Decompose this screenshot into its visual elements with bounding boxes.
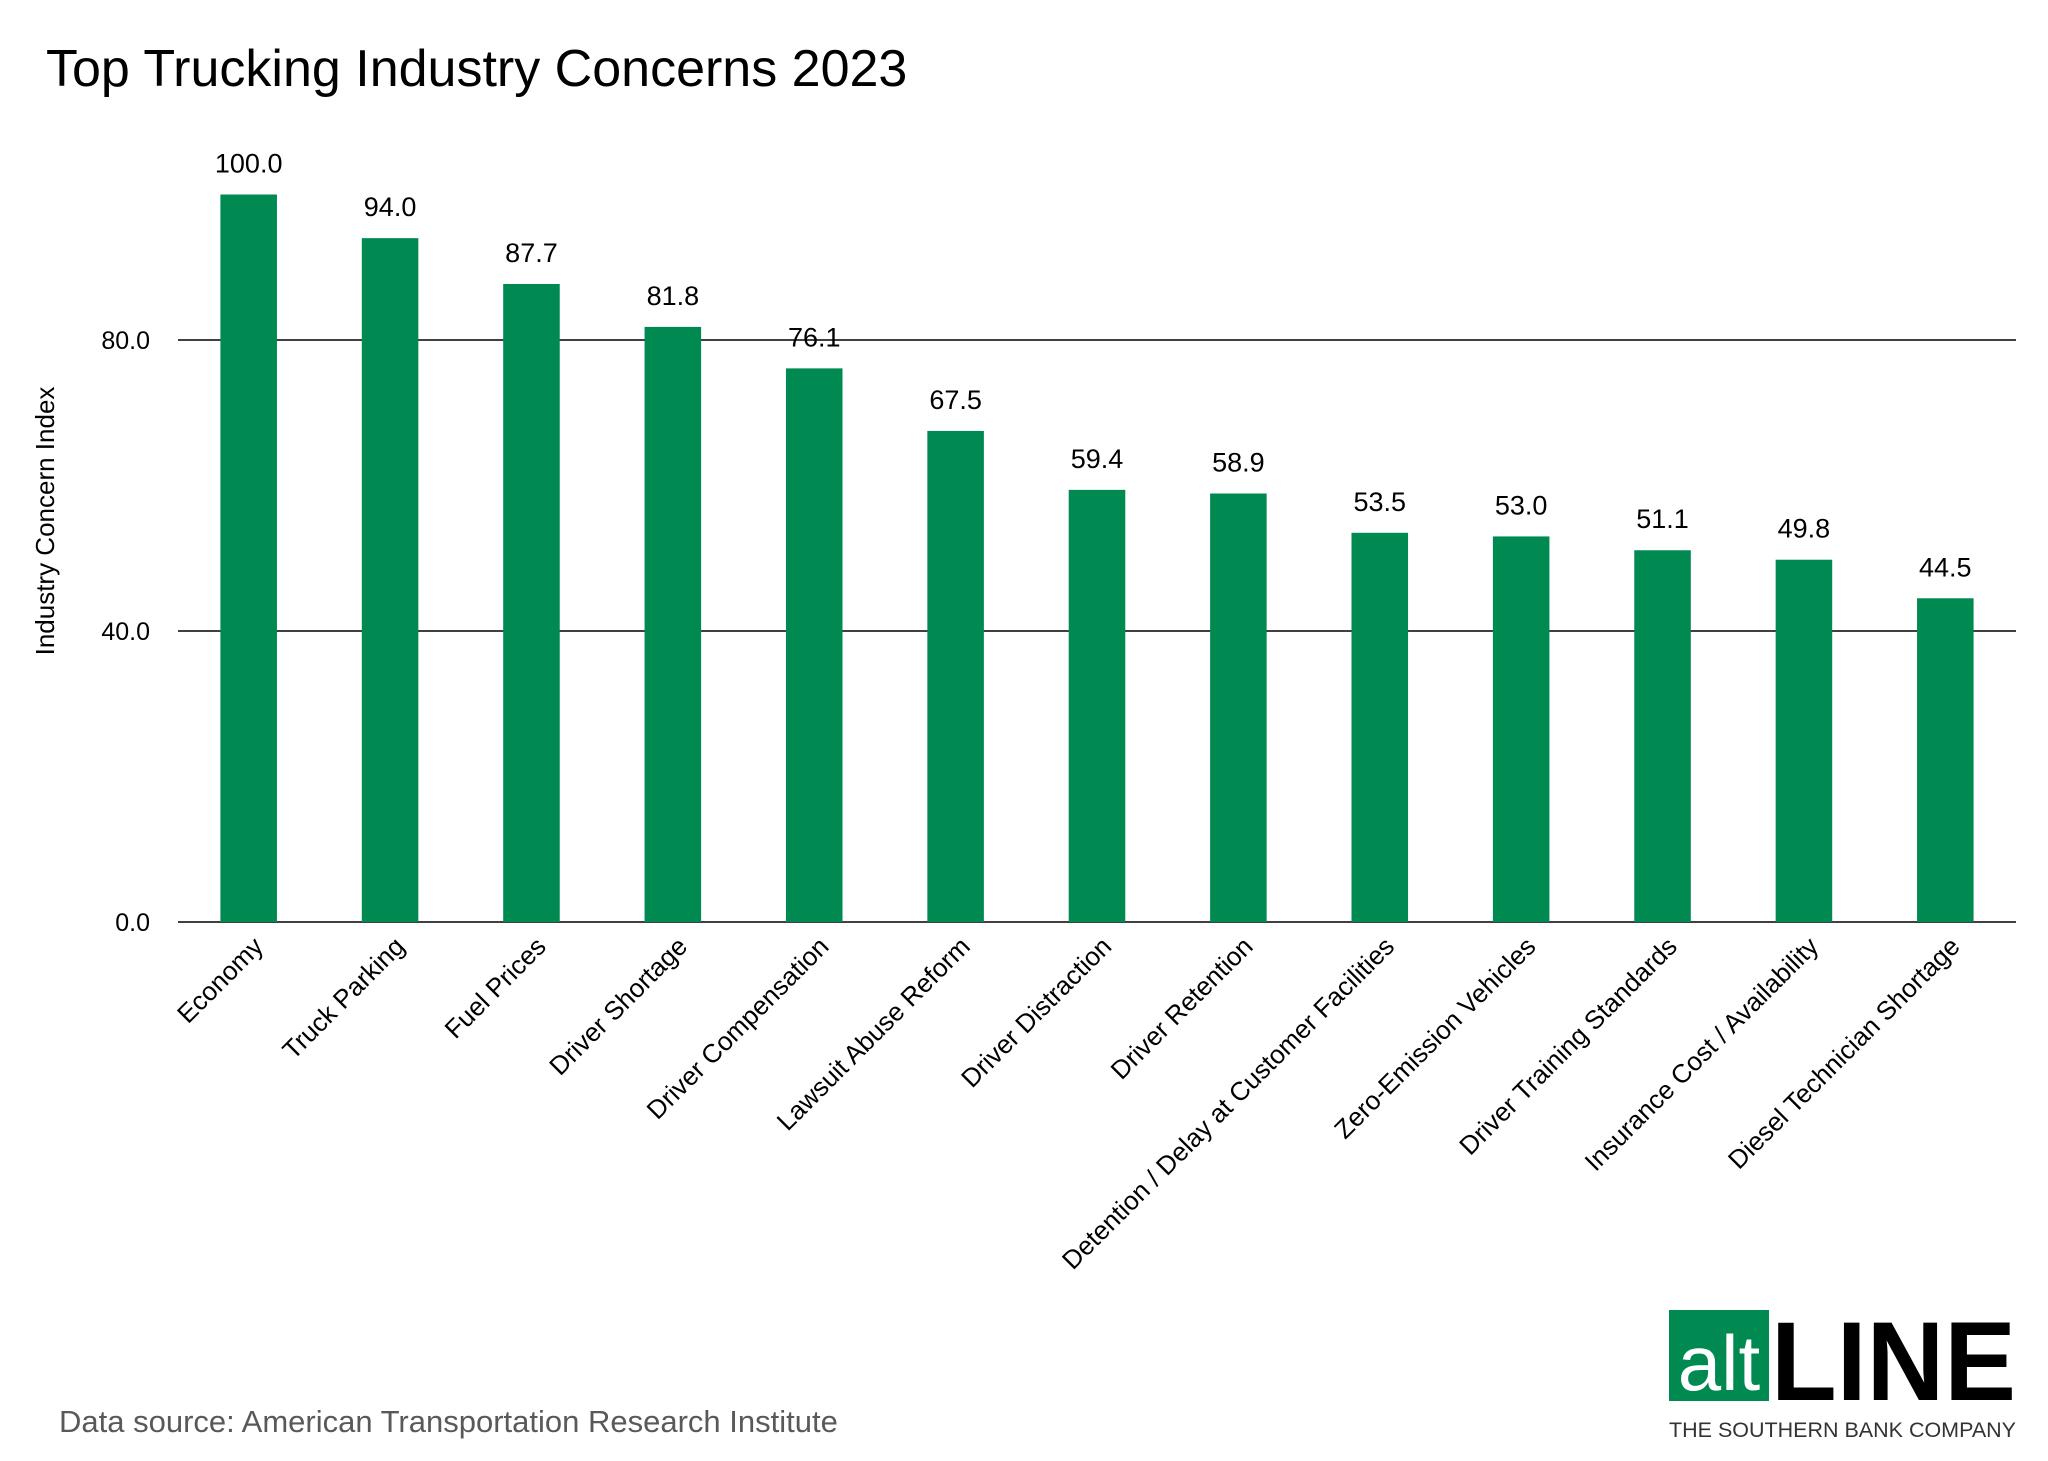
y-tick-label: 40.0 xyxy=(101,618,150,646)
logo-box xyxy=(1669,1310,1769,1401)
data-label: 94.0 xyxy=(364,192,417,222)
x-tick-label: Driver Retention xyxy=(1105,931,1259,1085)
bar xyxy=(1351,532,1409,922)
data-label: 100.0 xyxy=(215,149,283,179)
logo-name: LINE xyxy=(1771,1299,2016,1424)
bar xyxy=(927,430,984,922)
bar xyxy=(785,368,843,922)
bar xyxy=(644,326,702,922)
data-label: 81.8 xyxy=(647,281,700,311)
y-tick-label: 0.0 xyxy=(115,909,150,937)
chart-title: Top Trucking Industry Concerns 2023 xyxy=(46,40,907,98)
bar xyxy=(220,194,277,922)
x-tick-label: Driver Shortage xyxy=(543,931,693,1081)
data-label: 53.5 xyxy=(1353,487,1406,517)
bar xyxy=(1917,598,1974,922)
logo-prefix: alt xyxy=(1678,1319,1761,1407)
x-tick-label: Insurance Cost / Availability xyxy=(1578,931,1824,1177)
data-label: 58.9 xyxy=(1212,448,1265,478)
data-label: 53.0 xyxy=(1495,490,1548,520)
data-label: 44.5 xyxy=(1919,552,1972,582)
x-tick-label: Diesel Technician Shortage xyxy=(1722,931,1966,1175)
logo-tagline: THE SOUTHERN BANK COMPANY xyxy=(1669,1419,2016,1442)
bar xyxy=(1634,550,1691,922)
bar xyxy=(503,283,560,922)
bar xyxy=(1068,489,1126,922)
data-label: 87.7 xyxy=(505,238,558,268)
x-tick-label: Truck Parking xyxy=(276,931,410,1065)
data-label: 49.8 xyxy=(1778,514,1831,544)
x-tick-label: Fuel Prices xyxy=(439,931,552,1044)
x-tick-label: Economy xyxy=(171,931,269,1029)
source-note: Data source: American Transportation Res… xyxy=(59,1404,838,1439)
x-tick-label: Driver Distraction xyxy=(955,931,1117,1093)
data-label: 67.5 xyxy=(929,385,982,415)
y-axis-label: Industry Concern Index xyxy=(30,387,60,656)
bar xyxy=(1210,493,1267,922)
logo: alt LINE THE SOUTHERN BANK COMPANY xyxy=(1669,1299,2016,1442)
data-label: 59.4 xyxy=(1071,444,1124,474)
bar xyxy=(1775,559,1833,922)
bar xyxy=(361,238,419,922)
data-label: 51.1 xyxy=(1636,504,1689,534)
y-tick-label: 80.0 xyxy=(101,327,150,355)
data-label: 76.1 xyxy=(788,322,841,352)
bar xyxy=(1492,536,1550,922)
